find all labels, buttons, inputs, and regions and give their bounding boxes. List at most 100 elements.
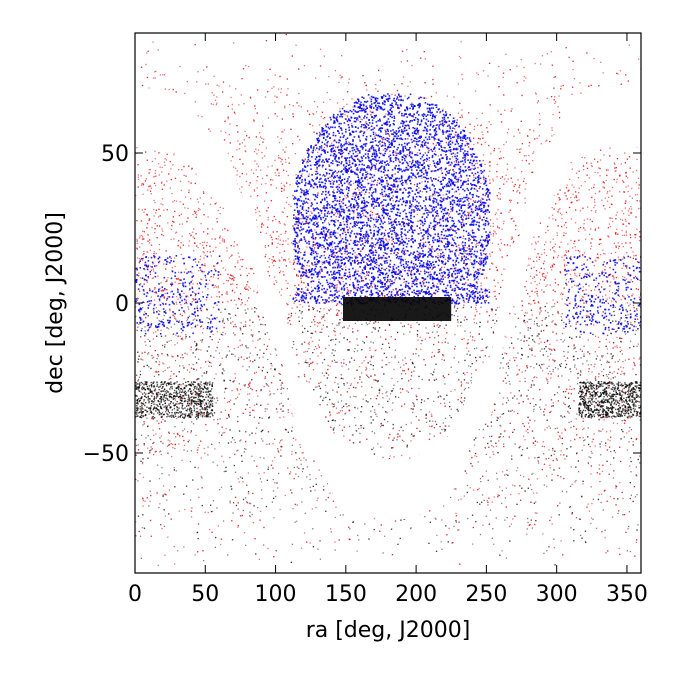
- sky-point: [148, 352, 150, 354]
- sky-point: [554, 102, 556, 104]
- sky-point: [408, 126, 410, 128]
- sky-point: [144, 500, 146, 502]
- sky-point: [593, 206, 595, 209]
- sky-point: [452, 276, 454, 278]
- sky-point: [238, 393, 240, 395]
- sky-point: [365, 394, 367, 396]
- sky-point: [160, 453, 162, 456]
- sky-point: [326, 404, 328, 406]
- sky-point: [627, 314, 629, 316]
- sky-point: [285, 280, 287, 282]
- sky-point: [343, 435, 345, 437]
- sky-point: [259, 349, 261, 351]
- sky-point: [428, 274, 430, 276]
- sky-point: [624, 152, 626, 154]
- sky-point: [212, 500, 215, 502]
- sky-point: [528, 318, 530, 321]
- sky-point: [245, 180, 247, 183]
- sky-point: [229, 456, 231, 459]
- sky-point: [287, 467, 289, 469]
- sky-point: [277, 487, 279, 489]
- sky-point: [394, 356, 396, 359]
- sky-point: [415, 415, 417, 418]
- sky-point: [611, 300, 613, 302]
- sky-point: [325, 499, 327, 501]
- sky-point: [401, 325, 404, 328]
- sky-point: [228, 134, 230, 136]
- sky-point: [491, 445, 493, 447]
- sky-point: [527, 329, 529, 331]
- sky-point: [229, 313, 231, 315]
- sky-point: [196, 391, 198, 394]
- sky-point: [201, 325, 203, 327]
- sky-point: [320, 395, 322, 397]
- sky-point: [602, 428, 604, 430]
- sky-point: [576, 275, 578, 277]
- sky-point: [458, 529, 460, 531]
- sky-point: [228, 350, 231, 352]
- sky-point: [334, 212, 337, 214]
- sky-point: [579, 534, 582, 537]
- sky-point: [334, 350, 336, 352]
- sky-point: [495, 445, 498, 447]
- sky-point: [479, 313, 481, 315]
- sky-point: [220, 311, 222, 313]
- sky-point: [503, 268, 505, 270]
- sky-point: [303, 532, 306, 534]
- sky-point: [495, 212, 497, 214]
- sky-point: [173, 257, 176, 259]
- sky-point: [180, 304, 182, 306]
- sky-point: [225, 427, 227, 430]
- sky-point: [154, 390, 157, 392]
- sky-point: [573, 348, 575, 350]
- sky-point: [505, 557, 508, 559]
- sky-point: [462, 237, 464, 239]
- sky-point: [450, 242, 452, 244]
- sky-point: [621, 330, 624, 332]
- sky-point: [602, 249, 604, 251]
- sky-point: [466, 347, 468, 349]
- sky-point: [215, 103, 217, 106]
- sky-point: [456, 229, 458, 232]
- sky-point: [528, 264, 530, 266]
- sky-point: [458, 55, 461, 58]
- sky-point: [188, 389, 190, 391]
- sky-point: [301, 452, 303, 454]
- sky-point: [239, 440, 241, 442]
- sky-point: [504, 430, 506, 432]
- sky-point: [274, 348, 276, 350]
- sky-point: [280, 388, 282, 390]
- sky-point: [218, 352, 221, 354]
- sky-point: [297, 475, 300, 478]
- sky-point: [629, 465, 631, 467]
- sky-point: [239, 339, 241, 341]
- sky-point: [253, 409, 255, 412]
- sky-point: [591, 502, 593, 505]
- sky-point: [269, 394, 271, 396]
- sky-point: [606, 298, 608, 300]
- sky-point: [596, 355, 598, 357]
- sky-point: [623, 255, 625, 258]
- sky-point: [594, 363, 596, 365]
- sky-point: [574, 222, 577, 224]
- sky-point: [365, 366, 367, 368]
- sky-point: [288, 157, 290, 159]
- sky-point: [512, 518, 514, 520]
- sky-point: [565, 303, 568, 306]
- sky-point: [197, 324, 199, 326]
- sky-point: [466, 472, 468, 474]
- sky-point: [611, 292, 614, 294]
- sky-point: [280, 270, 282, 272]
- sky-point: [440, 275, 442, 277]
- sky-point: [571, 388, 573, 391]
- sky-point: [187, 306, 189, 308]
- sky-point: [602, 355, 604, 357]
- sky-point: [417, 339, 419, 341]
- sky-point: [311, 340, 314, 342]
- sky-point: [163, 74, 166, 76]
- sky-point: [303, 373, 306, 376]
- sky-point: [237, 252, 239, 254]
- sky-point: [457, 315, 459, 318]
- sky-point: [614, 306, 616, 309]
- sky-point: [489, 296, 491, 298]
